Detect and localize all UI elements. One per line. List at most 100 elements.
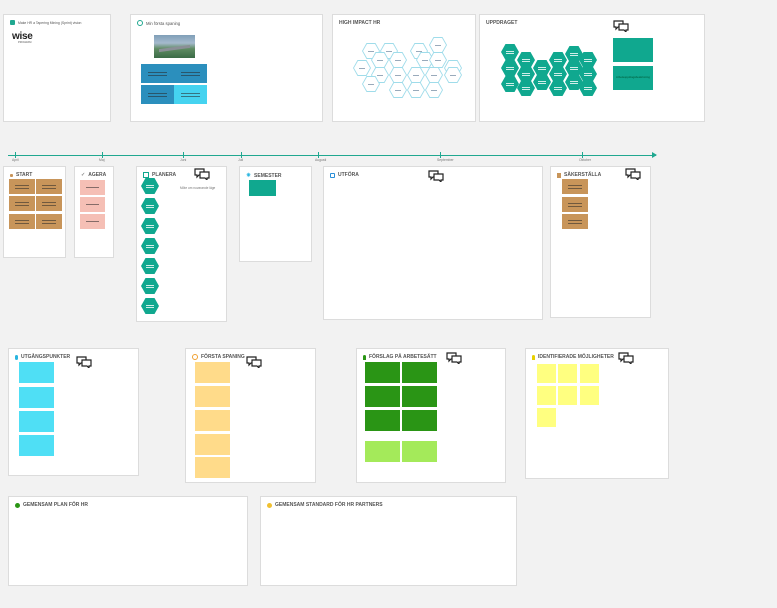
hexagon-note[interactable] xyxy=(141,178,159,194)
search-icon xyxy=(137,20,143,26)
sticky-note[interactable] xyxy=(36,179,62,194)
hexagon-note[interactable] xyxy=(517,66,535,82)
sticky-note[interactable] xyxy=(613,38,653,62)
bag-icon xyxy=(557,172,561,178)
sticky-note[interactable] xyxy=(174,85,207,104)
hexagon-note[interactable] xyxy=(429,52,447,68)
hexagon-note[interactable] xyxy=(501,76,519,92)
hexagon-note[interactable] xyxy=(407,82,425,98)
frame-intro-title: Make HR a Tapering Mining (Sprint) visio… xyxy=(10,20,81,25)
timeline-tick xyxy=(15,152,16,158)
hexagon-note[interactable] xyxy=(425,82,443,98)
hexagon-note[interactable] xyxy=(407,67,425,83)
frame-gemensam-plan[interactable]: GEMENSAM PLAN FÖR HR xyxy=(8,496,248,586)
hexagon-note[interactable] xyxy=(517,52,535,68)
sticky-note[interactable] xyxy=(36,196,62,211)
hexagon-note[interactable] xyxy=(429,37,447,53)
hexagon-note[interactable] xyxy=(549,80,567,96)
frame-agera-title: ✓ AGERA xyxy=(81,172,107,178)
hexagon-note[interactable] xyxy=(533,74,551,90)
hexagon-note[interactable] xyxy=(425,67,443,83)
sticky-note[interactable] xyxy=(580,364,599,383)
sticky-note[interactable] xyxy=(80,214,105,229)
comment-bubbles-icon[interactable] xyxy=(613,20,629,32)
frame-utfora[interactable]: UTFÖRA xyxy=(323,166,543,320)
sticky-note[interactable] xyxy=(537,408,556,427)
hexagon-note[interactable] xyxy=(565,74,583,90)
hexagon-note[interactable] xyxy=(141,298,159,314)
sticky-note[interactable] xyxy=(9,214,35,229)
hexagon-note[interactable] xyxy=(389,52,407,68)
sticky-note[interactable] xyxy=(195,457,230,478)
sticky-note[interactable] xyxy=(537,364,556,383)
sticky-note[interactable] xyxy=(195,434,230,455)
sticky-note[interactable] xyxy=(402,362,437,383)
sticky-note[interactable] xyxy=(537,386,556,405)
sticky-note[interactable] xyxy=(402,410,437,431)
sticky-note[interactable] xyxy=(562,197,588,212)
sticky-note[interactable] xyxy=(562,179,588,194)
hexagon-note[interactable] xyxy=(549,66,567,82)
sticky-note[interactable] xyxy=(19,362,54,383)
comment-bubbles-icon[interactable] xyxy=(194,168,210,180)
sticky-note[interactable] xyxy=(80,180,105,195)
sticky-note[interactable]: Arbetsuppdragsbeskrivning xyxy=(613,66,653,90)
comment-bubbles-icon[interactable] xyxy=(76,356,92,368)
frame-spaning-title: Min första spaning xyxy=(137,20,180,26)
sticky-note[interactable] xyxy=(141,85,174,104)
hexagon-note[interactable] xyxy=(141,238,159,254)
sticky-note[interactable] xyxy=(195,386,230,407)
comment-bubbles-icon[interactable] xyxy=(618,352,634,364)
sticky-note[interactable] xyxy=(562,214,588,229)
hexagon-note[interactable] xyxy=(549,52,567,68)
comment-bubbles-icon[interactable] xyxy=(625,168,641,180)
comment-bubbles-icon[interactable] xyxy=(446,352,462,364)
sticky-note[interactable] xyxy=(365,386,400,407)
hexagon-note[interactable] xyxy=(141,258,159,274)
hexagon-note[interactable] xyxy=(389,67,407,83)
hexagon-note[interactable] xyxy=(141,278,159,294)
sticky-note[interactable] xyxy=(36,214,62,229)
hexagon-note[interactable] xyxy=(141,218,159,234)
hexagon-note[interactable] xyxy=(362,76,380,92)
comment-bubbles-icon[interactable] xyxy=(246,356,262,368)
hexagon-note[interactable] xyxy=(141,198,159,214)
hexagon-note[interactable] xyxy=(579,52,597,68)
sticky-note[interactable] xyxy=(19,411,54,432)
hexagon-note[interactable] xyxy=(444,67,462,83)
hexagon-note[interactable] xyxy=(371,52,389,68)
sticky-note[interactable] xyxy=(402,386,437,407)
hexagon-note[interactable] xyxy=(565,46,583,62)
gear-icon xyxy=(192,354,198,360)
sticky-note[interactable] xyxy=(558,364,577,383)
sticky-note[interactable] xyxy=(365,441,400,462)
sticky-note[interactable] xyxy=(19,387,54,408)
sticky-note[interactable] xyxy=(174,64,207,83)
sticky-note[interactable] xyxy=(80,197,105,212)
comment-bubbles-icon[interactable] xyxy=(428,170,444,182)
sticky-note[interactable] xyxy=(402,441,437,462)
hexagon-note[interactable] xyxy=(517,80,535,96)
hexagon-note[interactable] xyxy=(416,52,434,68)
frame-intro[interactable]: Make HR a Tapering Mining (Sprint) visio… xyxy=(3,14,111,122)
sticky-note[interactable] xyxy=(558,386,577,405)
hexagon-note[interactable] xyxy=(501,44,519,60)
sticky-note[interactable] xyxy=(249,180,276,196)
sticky-note[interactable] xyxy=(195,410,230,431)
sticky-note[interactable] xyxy=(19,435,54,456)
hexagon-note[interactable] xyxy=(565,60,583,76)
hexagon-note[interactable] xyxy=(389,82,407,98)
hexagon-note[interactable] xyxy=(501,60,519,76)
hexagon-note[interactable] xyxy=(533,60,551,76)
hexagon-note[interactable] xyxy=(579,66,597,82)
sticky-note[interactable] xyxy=(365,362,400,383)
hexagon-note[interactable] xyxy=(579,80,597,96)
hexagon-note[interactable] xyxy=(353,60,371,76)
frame-gemensam-standard[interactable]: GEMENSAM STANDARD FÖR HR PARTNERS xyxy=(260,496,517,586)
sticky-note[interactable] xyxy=(365,410,400,431)
sticky-note[interactable] xyxy=(9,179,35,194)
sticky-note[interactable] xyxy=(195,362,230,383)
sticky-note[interactable] xyxy=(9,196,35,211)
sticky-note[interactable] xyxy=(141,64,174,83)
sticky-note[interactable] xyxy=(580,386,599,405)
